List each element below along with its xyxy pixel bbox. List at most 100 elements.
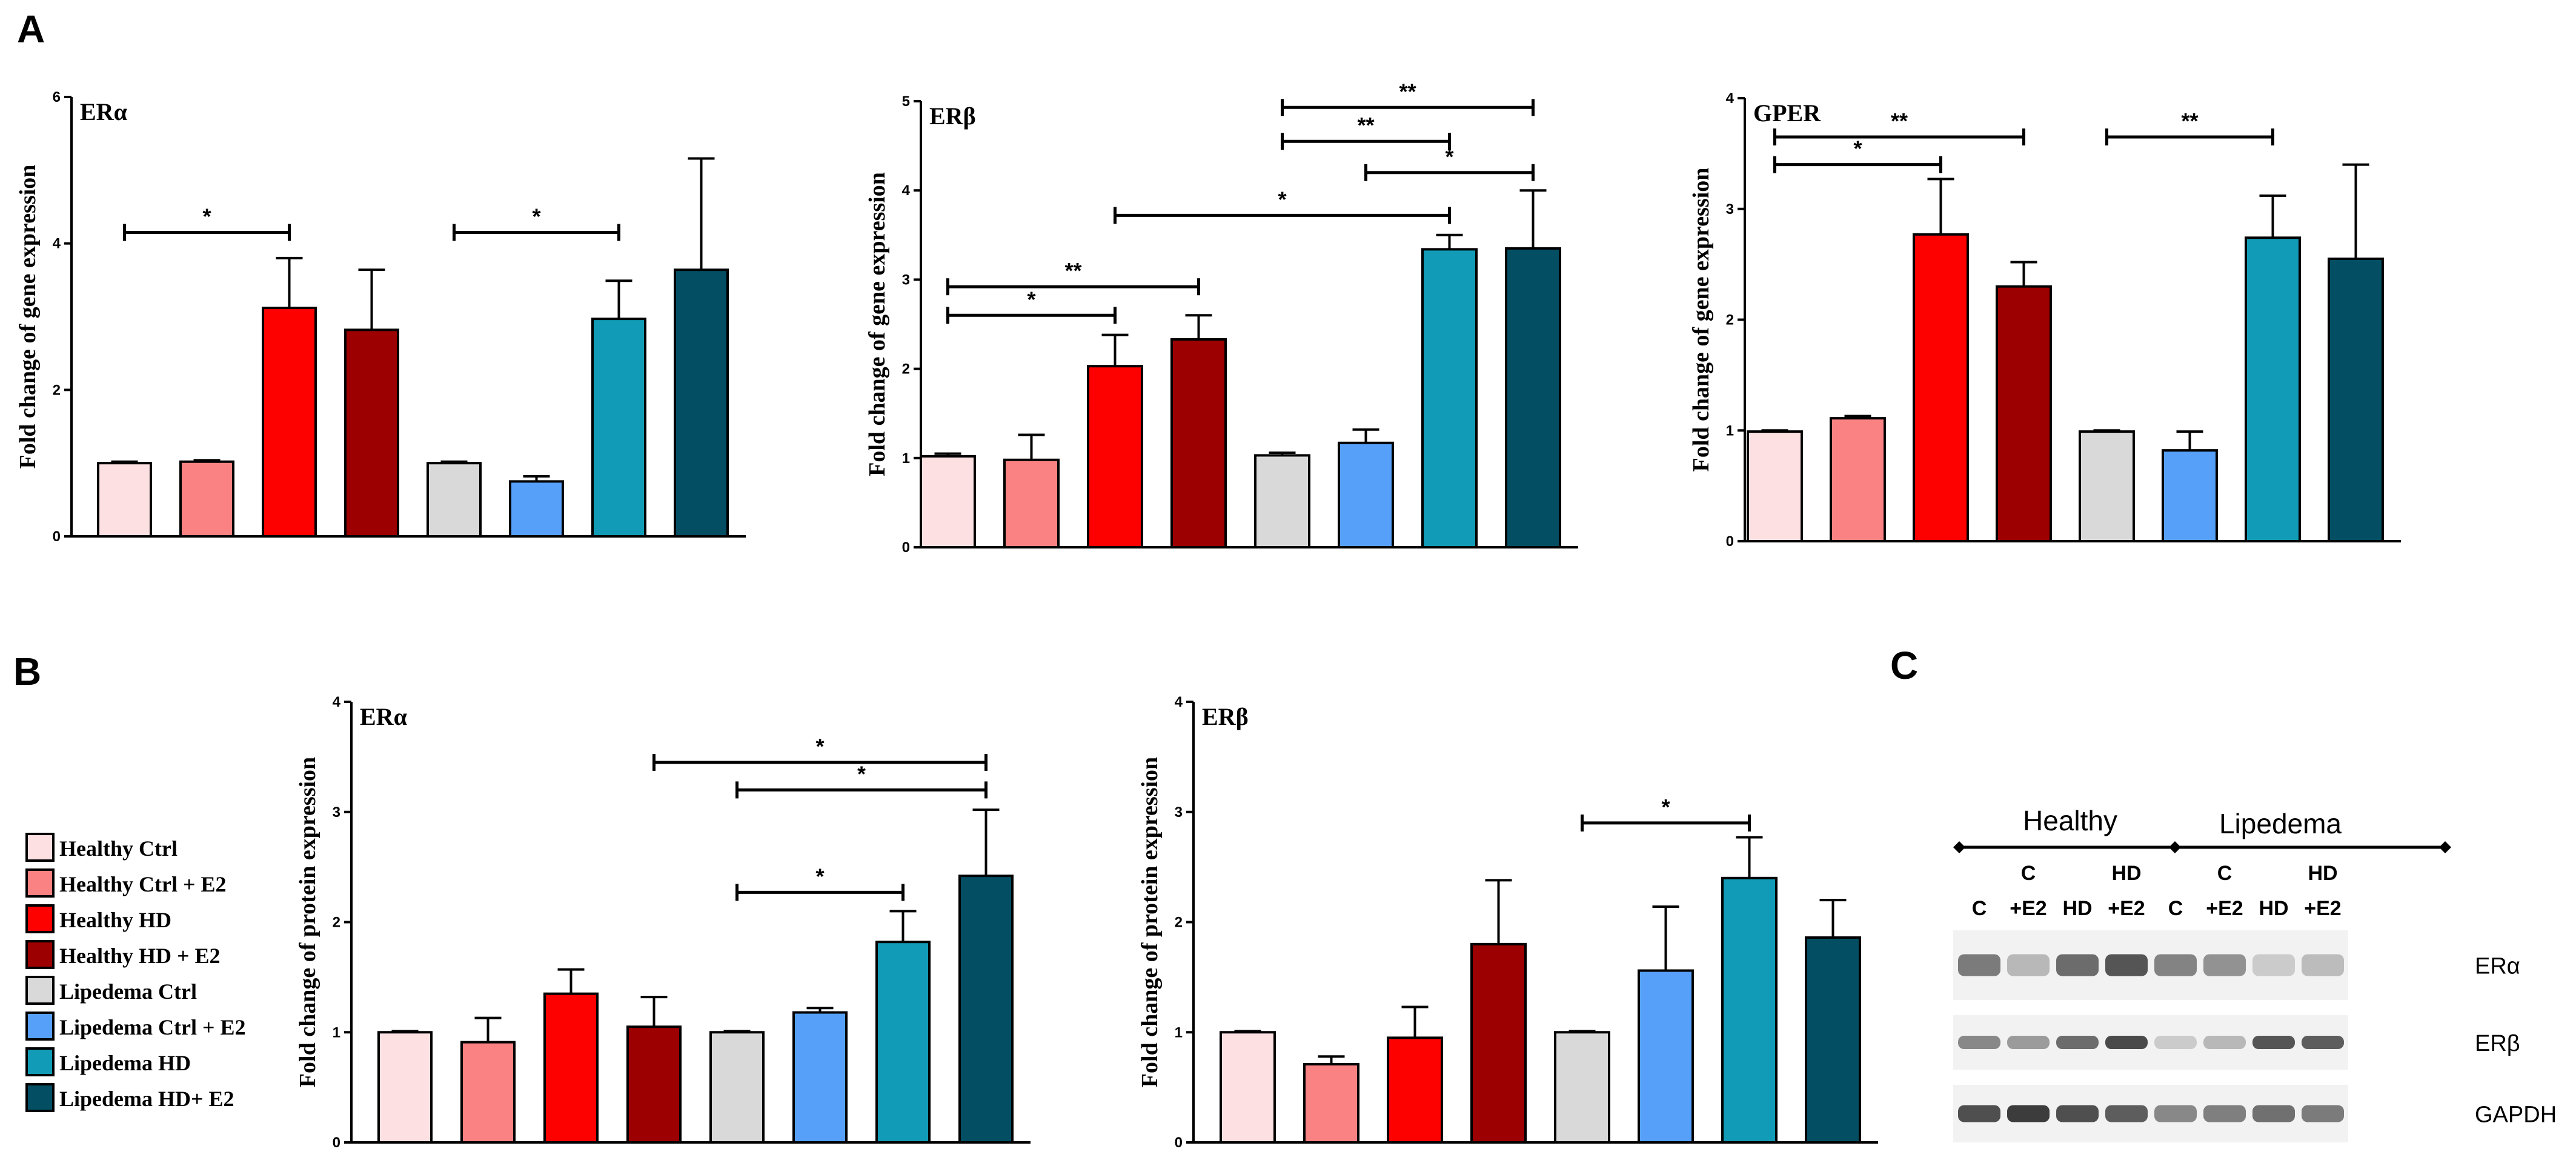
- blot-band: [2252, 954, 2295, 976]
- y-tick-label: 1: [1726, 422, 1734, 439]
- blot-row-label: ERβ: [2475, 1031, 2520, 1056]
- significance-label: *: [1853, 136, 1862, 161]
- significance-label: *: [815, 734, 824, 759]
- y-tick-label: 4: [1175, 694, 1183, 710]
- lane-label: HD: [2259, 897, 2288, 920]
- bar: [792, 1011, 848, 1144]
- significance-label: **: [1891, 108, 1908, 133]
- panel-label-b: B: [13, 650, 41, 693]
- lane-label: +E2: [2010, 897, 2047, 920]
- lane-label: HD: [2062, 897, 2092, 920]
- chart-title: ERβ: [929, 102, 976, 130]
- blot-band: [1958, 1036, 2000, 1049]
- bar: [1087, 365, 1143, 549]
- y-tick-label: 1: [902, 450, 910, 467]
- legend-swatch: [25, 940, 55, 969]
- chart-title: ERα: [360, 703, 407, 730]
- y-tick-label: 4: [333, 694, 341, 710]
- bar: [591, 318, 646, 538]
- significance-label: **: [1064, 258, 1081, 283]
- group-bracket-marker: [1953, 841, 1965, 853]
- blot-band: [2105, 954, 2148, 976]
- y-tick-label: 0: [902, 539, 910, 556]
- bar: [1913, 233, 1969, 542]
- group-bracket-marker: [2439, 841, 2451, 853]
- bar: [1805, 936, 1861, 1144]
- bar: [1338, 441, 1394, 548]
- blot-band: [2203, 1036, 2246, 1049]
- bar: [1170, 338, 1227, 548]
- bar: [626, 1025, 682, 1144]
- y-tick-label: 0: [53, 528, 61, 545]
- bar: [1470, 942, 1527, 1144]
- legend: Healthy Ctrl Healthy Ctrl + E2 Healthy HD H…: [25, 833, 246, 1112]
- bar: [1638, 969, 1694, 1144]
- bar: [460, 1041, 516, 1144]
- legend-label: Healthy Ctrl: [59, 836, 178, 861]
- y-tick-label: 3: [1175, 804, 1183, 821]
- bar: [344, 328, 399, 538]
- bar: [427, 462, 482, 538]
- bar: [674, 268, 729, 538]
- chart-title: ERβ: [1202, 703, 1249, 730]
- blot-band: [2203, 954, 2246, 976]
- lane-label-top: C: [2021, 862, 2036, 885]
- y-tick-label: 3: [902, 272, 910, 288]
- chart-3: 0 1 2 3 4 Fold change of gene expression GPER *…: [1688, 90, 2401, 550]
- bar: [543, 992, 599, 1144]
- blot-band: [2007, 1105, 2050, 1122]
- blot-band: [1958, 954, 2000, 976]
- bar: [1220, 1031, 1276, 1144]
- bar: [97, 462, 152, 538]
- bar: [1721, 876, 1778, 1144]
- significance-label: *: [1661, 795, 1670, 819]
- significance-label: *: [1027, 287, 1035, 312]
- bar: [262, 307, 317, 538]
- blot-band: [2302, 954, 2344, 976]
- group-label-lipedema: Lipedema: [2219, 808, 2342, 839]
- y-tick-label: 2: [1726, 312, 1734, 328]
- significance-label: **: [2181, 108, 2198, 133]
- bar: [1996, 285, 2052, 542]
- legend-swatch: [25, 868, 55, 898]
- chart-title: ERα: [80, 98, 127, 125]
- significance-label: *: [1278, 187, 1286, 212]
- y-axis-title: Fold change of gene expression: [1688, 168, 1714, 472]
- significance-label: **: [1399, 79, 1416, 104]
- lane-label: C: [2168, 897, 2183, 920]
- bar: [179, 460, 234, 538]
- y-tick-label: 3: [333, 804, 340, 821]
- legend-swatch: [25, 833, 55, 862]
- y-axis-title: Fold change of protein expression: [1137, 757, 1163, 1087]
- chart-5: 0 1 2 3 4 Fold change of protein expression ER…: [1137, 694, 1878, 1151]
- legend-label: Healthy HD: [59, 908, 171, 932]
- bar: [958, 875, 1014, 1144]
- bar: [920, 455, 976, 549]
- bar: [2079, 430, 2135, 543]
- y-tick-label: 0: [1726, 533, 1734, 550]
- bar: [875, 941, 931, 1144]
- blot-band: [2007, 954, 2050, 976]
- significance-label: *: [532, 204, 540, 229]
- y-tick-label: 6: [53, 89, 61, 105]
- blot-band: [2056, 954, 2099, 976]
- group-bracket-marker: [2169, 841, 2181, 853]
- y-axis-title: Fold change of gene expression: [15, 165, 41, 469]
- lane-label-top: HD: [2308, 862, 2337, 885]
- lane-label: C: [1972, 897, 1987, 920]
- blot-band: [2154, 1036, 2197, 1049]
- legend-label: Lipedema Ctrl: [59, 979, 197, 1004]
- legend-label: Healthy HD + E2: [59, 944, 221, 968]
- blot-band: [1958, 1105, 2000, 1122]
- legend-label: Lipedema HD+ E2: [59, 1087, 234, 1111]
- lane-label-top: C: [2217, 862, 2232, 885]
- bar: [377, 1031, 433, 1144]
- blot-band: [2007, 1036, 2050, 1049]
- y-tick-label: 2: [902, 361, 910, 378]
- legend-swatch: [25, 1012, 55, 1041]
- significance-label: *: [1445, 144, 1453, 169]
- blot-band: [2203, 1105, 2246, 1122]
- panel-label-a: A: [17, 7, 45, 51]
- panel-label-c: C: [1890, 644, 1918, 687]
